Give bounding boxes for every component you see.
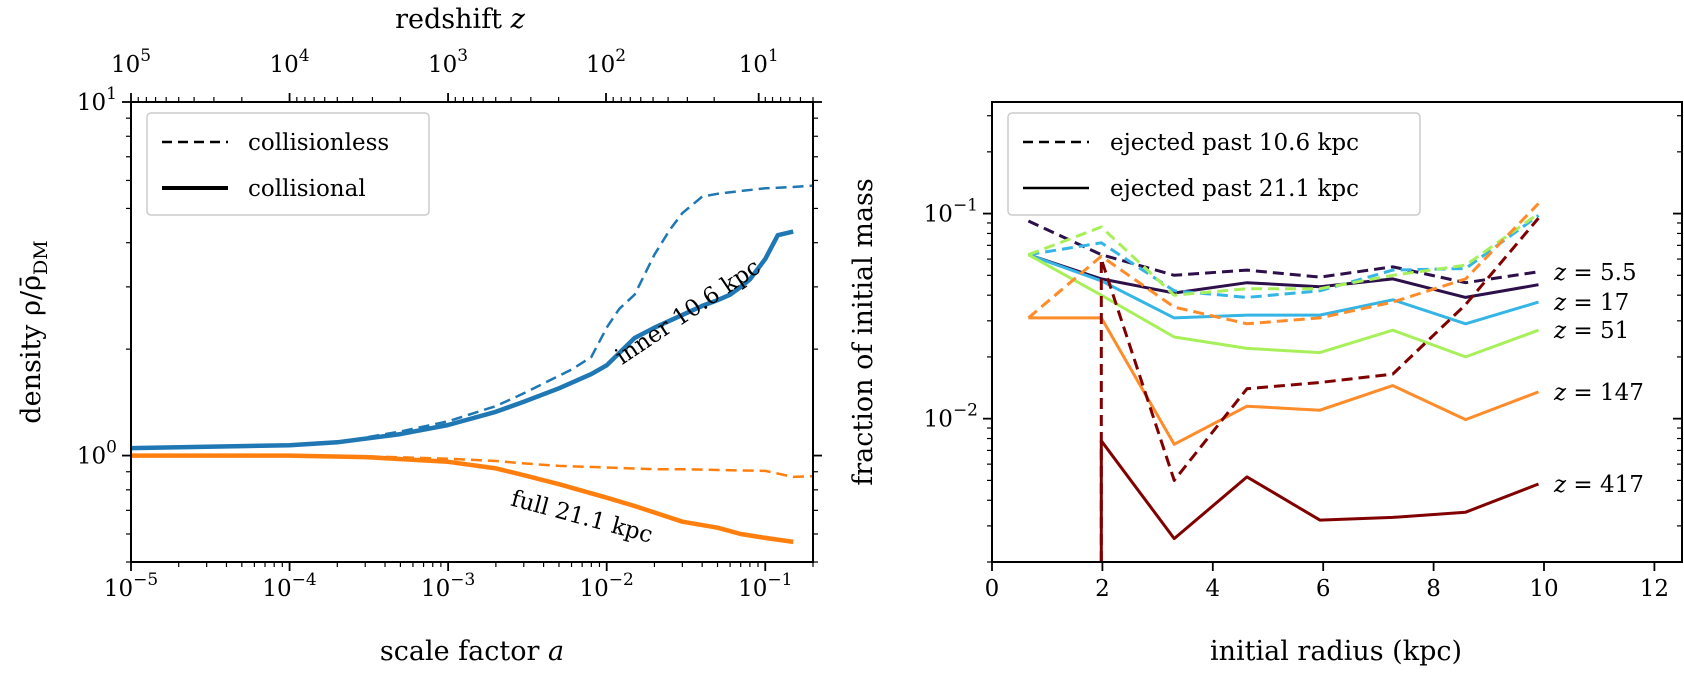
right-y-tick-label: 10−1 [924,196,978,228]
left-tick-labels: 10−5 10−4 10−3 10−2 10−1 100 101 105 104 103 102 10… [77,46,793,602]
left-x-axis-title: scale factor a [380,636,564,667]
top-x-tick-label: 103 [428,46,468,78]
redshift-label-0: z = 5.5 [1553,260,1637,286]
right-series-group [1027,202,1540,562]
redshift-label-2: z = 51 [1553,318,1629,344]
left-x-tick-label: 10−1 [738,570,792,602]
right-x-tick-label: 2 [1095,576,1110,602]
right-x-axis-title: initial radius (kpc) [1210,636,1462,667]
right-redshift-labels: z = 5.5 z = 17z = 51 z = 147 z = 417 [1553,260,1644,498]
left-x-tick-label: 10−4 [262,570,316,602]
left-top-axis-title: redshift z [395,4,525,35]
left-plot-frame [130,101,814,563]
top-x-tick-label: 104 [270,46,310,78]
left-series-line-0 [131,184,813,450]
legend-label-collisionless: collisionless [248,130,389,156]
right-y-tick-label: 10−2 [924,401,978,433]
redshift-label-3: z = 147 [1553,380,1644,406]
right-series-line-5 [1027,253,1540,359]
right-series-line-0 [1027,219,1539,285]
left-x-tick-label: 10−5 [104,570,158,602]
right-series-line-7 [1028,316,1540,446]
right-x-tick-label: 0 [985,576,1000,602]
left-y-axis-title: density ρ/ρ̄DM [16,240,52,423]
right-x-tick-label: 12 [1640,576,1669,602]
right-series-line-6 [1027,202,1540,326]
top-x-tick-label: 105 [111,46,151,78]
right-y-axis-title: fraction of initial mass [848,178,879,486]
right-plot-frame [991,101,1683,563]
right-legend-box [1007,112,1421,216]
left-x-tick-label: 10−2 [580,570,634,602]
left-y-tick-label: 101 [77,84,117,116]
right-series-line-9 [1099,439,1540,562]
top-x-tick-label: 102 [586,46,626,78]
redshift-label-4: z = 417 [1553,472,1644,498]
top-x-tick-label: 101 [739,46,779,78]
left-series-line-3 [131,453,794,545]
right-series-line-2 [1028,214,1540,299]
legend-label-ejected-21-1: ejected past 21.1 kpc [1110,176,1359,202]
right-x-tick-label: 8 [1426,576,1441,602]
left-x-tick-label: 10−3 [421,570,475,602]
right-x-tick-label: 10 [1529,576,1558,602]
left-series-group [131,184,813,545]
redshift-label-1: z = 17 [1553,290,1629,316]
right-x-tick-label: 6 [1316,576,1331,602]
legend-label-collisional: collisional [248,176,366,202]
legend-label-ejected-10-6: ejected past 10.6 kpc [1110,130,1359,156]
right-series-line-4 [1027,212,1540,297]
left-series-line-1 [131,229,794,451]
left-y-tick-label: 100 [77,438,117,470]
left-panel: 10−5 10−4 10−3 10−2 10−1 100 101 105 104 103 102 10… [16,4,822,667]
right-tick-labels: 0 2 4 6 8 10 12 10−2 10−1 [924,196,1669,602]
left-legend: collisionless collisional [146,112,430,216]
right-series-line-3 [1027,253,1539,326]
right-series-line-1 [1027,253,1539,299]
right-x-tick-label: 4 [1205,576,1220,602]
right-legend: ejected past 10.6 kpc ejected past 21.1 … [1007,112,1421,216]
right-series-line-8 [1099,217,1540,562]
